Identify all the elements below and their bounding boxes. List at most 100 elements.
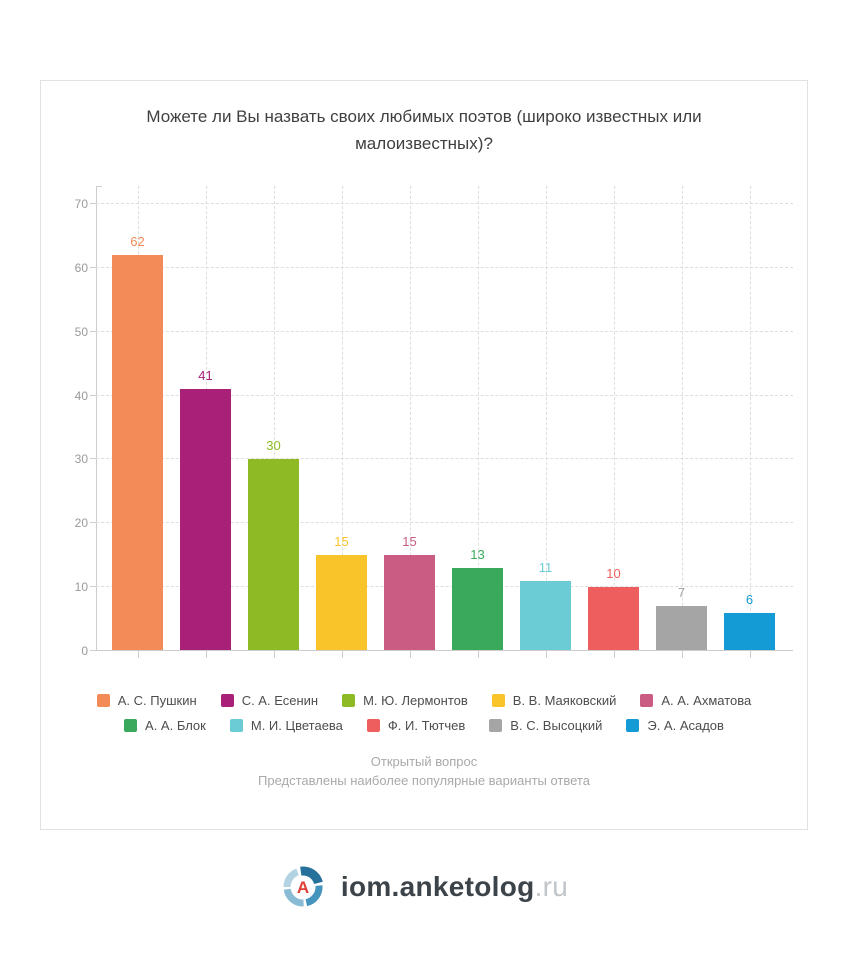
- brand-footer: A iom.anketolog.ru: [0, 864, 848, 910]
- h-gridline: [96, 586, 793, 588]
- y-axis-tick: [90, 330, 96, 332]
- legend-swatch: [342, 694, 356, 707]
- v-gridline: [409, 186, 411, 651]
- legend-swatch: [220, 694, 234, 707]
- y-axis-tick: [90, 586, 96, 588]
- y-axis-label: 10: [74, 580, 88, 595]
- bar-value-label: 11: [538, 559, 553, 575]
- x-axis: [96, 650, 793, 651]
- y-axis-label: 50: [74, 324, 88, 339]
- legend-label: М. И. Цветаева: [250, 718, 343, 733]
- legend-swatch: [124, 719, 138, 732]
- legend-swatch: [640, 694, 654, 707]
- bar-value-label: 13: [470, 547, 485, 562]
- y-axis-tick: [90, 394, 96, 396]
- bar-5: [384, 555, 435, 651]
- bar-value-label: 15: [402, 534, 417, 550]
- h-gridline: [96, 522, 793, 524]
- h-gridline: [96, 203, 793, 205]
- legend-label: В. С. Высоцкий: [510, 718, 603, 733]
- bar-value-label: 30: [266, 438, 281, 454]
- footnote-line-2: Представлены наиболее популярные вариант…: [258, 772, 590, 788]
- legend-item: В. С. Высоцкий: [489, 718, 602, 733]
- chart-footnotes: Открытый вопрос Представлены наиболее по…: [41, 753, 807, 791]
- bar-10: [724, 612, 775, 651]
- legend-swatch: [489, 719, 503, 732]
- chart-card: Можете ли Вы назвать своих любимых поэто…: [40, 80, 808, 830]
- legend: А. С. Пушкин С. А. Есенин М. Ю. Лермонтов В…: [65, 693, 783, 733]
- legend-item: А. А. Блок: [124, 718, 206, 733]
- legend-item: А. А. Ахматова: [640, 693, 751, 708]
- legend-item: Э. А. Асадов: [626, 718, 724, 733]
- legend-item: М. Ю. Лермонтов: [342, 693, 468, 708]
- y-axis-tick: [90, 203, 96, 205]
- legend-label: А. А. Блок: [145, 718, 206, 733]
- logo-letter: A: [297, 878, 309, 897]
- legend-row: А. С. Пушкин С. А. Есенин М. Ю. Лермонтов В…: [96, 693, 751, 708]
- legend-swatch: [366, 719, 380, 732]
- bar-7: [520, 580, 571, 651]
- h-gridline: [96, 394, 793, 396]
- bar-value-label: 10: [606, 566, 621, 582]
- bar-value-label: 6: [745, 591, 754, 607]
- legend-label: А. С. Пушкин: [117, 693, 197, 708]
- v-gridline: [749, 186, 751, 651]
- bar-value-label: 62: [130, 234, 145, 250]
- y-axis-label: 0: [81, 644, 88, 658]
- bar-value-label: 7: [677, 585, 686, 601]
- v-gridline: [681, 186, 683, 651]
- legend-swatch: [229, 719, 243, 732]
- legend-label: А. А. Ахматова: [661, 693, 752, 708]
- x-axis-tick: [341, 651, 343, 658]
- bar-8: [588, 587, 639, 651]
- brand-name-suffix: .ru: [534, 871, 569, 902]
- x-axis-tick: [749, 651, 751, 658]
- y-axis-label: 40: [74, 388, 88, 403]
- v-gridline: [273, 186, 275, 651]
- x-axis-tick: [613, 651, 615, 658]
- brand-name: iom.anketolog.ru: [341, 871, 568, 903]
- legend-label: С. А. Есенин: [241, 693, 319, 708]
- y-axis-top-tick: [96, 186, 102, 187]
- v-gridline: [477, 186, 479, 651]
- legend-label: М. Ю. Лермонтов: [363, 693, 468, 708]
- legend-swatch: [626, 719, 640, 732]
- x-axis-tick: [681, 651, 683, 658]
- y-axis-tick: [90, 266, 96, 268]
- footnote-line-1: Открытый вопрос: [370, 754, 478, 769]
- y-axis-tick: [90, 650, 96, 651]
- x-axis-tick: [409, 651, 411, 658]
- legend-swatch: [491, 694, 505, 707]
- y-axis-label: 60: [74, 260, 88, 275]
- legend-item: А. С. Пушкин: [96, 693, 197, 708]
- bar-value-label: 15: [334, 534, 349, 550]
- legend-label: Э. А. Асадов: [647, 718, 724, 733]
- bar-3: [248, 459, 299, 651]
- bar-4: [316, 555, 367, 651]
- y-axis-label: 30: [74, 452, 88, 467]
- h-gridline: [96, 330, 793, 332]
- x-axis-tick: [205, 651, 207, 658]
- legend-item: В. В. Маяковский: [491, 693, 617, 708]
- x-axis-tick: [137, 651, 139, 658]
- legend-label: В. В. Маяковский: [512, 693, 617, 708]
- bar-9: [656, 606, 707, 651]
- brand-name-main: iom.anketolog: [340, 871, 535, 902]
- y-axis: [96, 186, 97, 651]
- anketolog-ring-logo-icon: A: [283, 866, 323, 907]
- bar-1: [112, 255, 163, 651]
- legend-row: А. А. Блок М. И. Цветаева Ф. И. Тютчев В. С…: [124, 718, 724, 733]
- h-gridline: [96, 266, 793, 268]
- v-gridline: [341, 186, 343, 651]
- bar-value-label: 41: [198, 368, 213, 384]
- h-gridline: [96, 458, 793, 460]
- bar-2: [180, 389, 231, 651]
- y-axis-tick: [90, 522, 96, 524]
- v-gridline: [545, 186, 547, 651]
- y-axis-label: 20: [74, 516, 88, 531]
- y-axis-label: 70: [74, 197, 88, 212]
- x-axis-tick: [273, 651, 275, 658]
- x-axis-tick: [545, 651, 547, 658]
- plot-area: 0 10 20 30 40 50 60 70 62 41 30 15 15 13 11 10 7 6: [75, 186, 793, 658]
- y-axis-tick: [90, 458, 96, 460]
